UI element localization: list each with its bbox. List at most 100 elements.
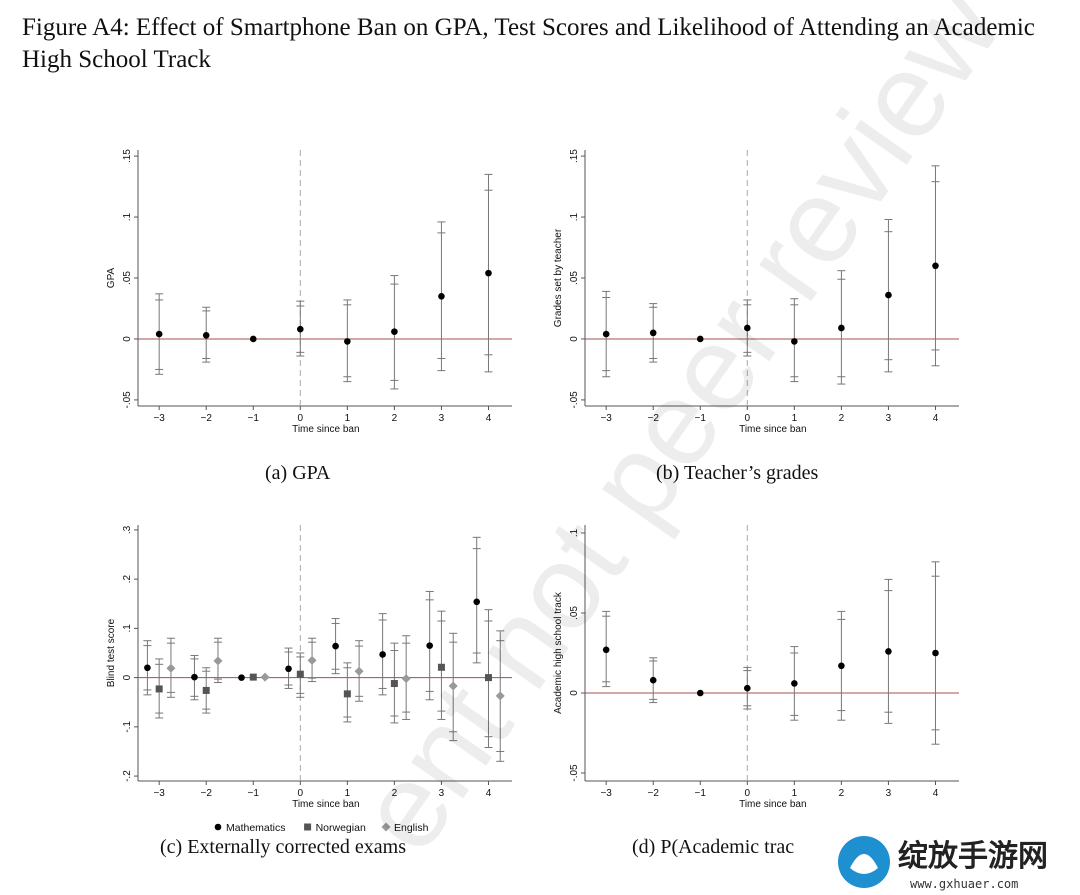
x-tick-label: 0 xyxy=(745,788,751,799)
x-tick-label: 4 xyxy=(933,413,939,424)
y-axis-title: GPA xyxy=(106,267,117,288)
x-axis-title: Time since ban xyxy=(739,424,806,435)
x-tick-label: −3 xyxy=(600,413,612,424)
caption-panel-c: (c) Externally corrected exams xyxy=(160,836,406,858)
y-tick-label: .05 xyxy=(569,271,580,285)
x-tick-label: −1 xyxy=(695,413,707,424)
x-tick-label: −3 xyxy=(600,788,612,799)
y-tick-label: .2 xyxy=(122,575,133,584)
x-tick-label: 2 xyxy=(839,788,845,799)
point-estimate-marker xyxy=(343,690,351,698)
logo-url: www.gxhuaer.com xyxy=(910,877,1018,891)
y-tick-label: .05 xyxy=(569,606,580,620)
point-estimate-marker xyxy=(932,649,939,657)
point-estimate-marker xyxy=(649,676,657,684)
point-estimate-marker xyxy=(249,335,257,343)
point-estimate-marker xyxy=(354,666,364,676)
x-tick-label: −3 xyxy=(153,788,165,799)
x-tick-label: 0 xyxy=(745,413,751,424)
chart-academic-track: -.05 0 .05 .1 −3 −2 −1 0 1 2 3 4 Time since ban Acade… xyxy=(553,525,959,810)
point-estimate-marker xyxy=(885,648,892,655)
point-estimate-marker xyxy=(191,673,198,681)
site-logo: 绽放手游网 www.gxhuaer.com xyxy=(832,828,1080,895)
point-estimate-marker xyxy=(238,674,245,681)
point-estimate-marker xyxy=(744,324,751,332)
x-tick-label: 2 xyxy=(392,788,398,799)
y-tick-label: -.05 xyxy=(569,764,580,782)
point-estimate-marker xyxy=(649,329,657,337)
caption-panel-d: (d) P(Academic trac xyxy=(632,836,795,858)
x-tick-label: 1 xyxy=(792,788,798,799)
y-tick-label: -.2 xyxy=(122,770,133,782)
point-estimate-marker xyxy=(437,663,445,671)
y-tick-label: 0 xyxy=(569,690,580,696)
point-estimate-marker xyxy=(602,330,610,338)
point-estimate-marker xyxy=(332,642,339,650)
x-tick-label: 3 xyxy=(886,788,892,799)
x-tick-label: 4 xyxy=(486,788,492,799)
legend-marker xyxy=(304,823,312,831)
point-estimate-marker xyxy=(297,325,304,333)
point-estimate-marker xyxy=(791,338,798,345)
chart-teacher-grades: -.05 0 .05 .1 .15 −3 −2 −1 0 1 2 3 4 Time since ban Gr… xyxy=(553,149,959,435)
y-tick-label: .15 xyxy=(569,149,580,163)
point-estimate-marker xyxy=(602,646,610,654)
y-tick-label: 0 xyxy=(569,336,580,342)
logo-text: 绽放手游网 xyxy=(898,839,1048,874)
x-tick-label: −2 xyxy=(648,413,660,424)
x-tick-label: 4 xyxy=(933,788,939,799)
y-tick-label: 0 xyxy=(122,336,133,342)
y-tick-label: .1 xyxy=(122,212,133,221)
point-estimate-marker xyxy=(484,674,492,682)
y-tick-label: .3 xyxy=(122,525,133,534)
chart-panel-academic-track: -.05 0 .05 .1 −3 −2 −1 0 1 2 3 4 Time since ban Acade… xyxy=(547,515,977,815)
logo-squid-icon xyxy=(850,854,878,874)
y-axis-title: Academic high school track xyxy=(553,591,564,714)
chart-blind-test: -.2 -.1 0 .1 .2 .3 −3 −2 −1 0 1 2 3 4 Time since ban Bl… xyxy=(106,525,512,834)
x-tick-label: −1 xyxy=(248,413,260,424)
point-estimate-marker xyxy=(379,651,386,658)
x-tick-label: −2 xyxy=(648,788,660,799)
x-tick-label: 1 xyxy=(345,413,351,424)
chart-panel-gpa: -.05 0 .05 .1 .15 −3 −2 −1 0 1 2 3 4 Time since ban GP… xyxy=(100,140,530,440)
chart-panel-blind-test: -.2 -.1 0 .1 .2 .3 −3 −2 −1 0 1 2 3 4 Time since ban Bl… xyxy=(100,515,530,834)
point-estimate-marker xyxy=(696,335,704,343)
x-tick-label: −1 xyxy=(248,788,260,799)
x-tick-label: 2 xyxy=(392,413,398,424)
point-estimate-marker xyxy=(202,686,210,694)
point-estimate-marker xyxy=(344,338,351,345)
y-tick-label: .1 xyxy=(569,528,580,537)
x-tick-label: −1 xyxy=(695,788,707,799)
y-tick-label: -.05 xyxy=(569,391,580,409)
legend-label: Norwegian xyxy=(316,822,366,834)
y-tick-label: 0 xyxy=(122,674,133,680)
point-estimate-marker xyxy=(155,685,163,693)
x-tick-label: 3 xyxy=(439,788,445,799)
y-tick-label: .1 xyxy=(122,624,133,633)
legend-label: Mathematics xyxy=(226,822,286,834)
x-tick-label: −3 xyxy=(153,413,165,424)
point-estimate-marker xyxy=(932,262,939,270)
y-axis-title: Grades set by teacher xyxy=(553,228,564,327)
caption-panel-a: (a) GPA xyxy=(265,462,331,484)
point-estimate-marker xyxy=(485,269,492,277)
point-estimate-marker xyxy=(155,330,163,338)
point-estimate-marker xyxy=(307,655,317,665)
x-axis-title: Time since ban xyxy=(739,799,806,810)
point-estimate-marker xyxy=(438,292,445,300)
x-tick-label: 0 xyxy=(298,788,304,799)
x-axis-title: Time since ban xyxy=(292,799,359,810)
x-tick-label: 1 xyxy=(345,788,351,799)
point-estimate-marker xyxy=(166,663,176,673)
point-estimate-marker xyxy=(838,324,845,332)
x-axis-title: Time since ban xyxy=(292,424,359,435)
chart-gpa: -.05 0 .05 .1 .15 −3 −2 −1 0 1 2 3 4 Time since ban GP… xyxy=(106,149,512,435)
point-estimate-marker xyxy=(448,681,458,691)
y-tick-label: -.05 xyxy=(122,391,133,409)
chart-panel-teacher-grades: -.05 0 .05 .1 .15 −3 −2 −1 0 1 2 3 4 Time since ban Gr… xyxy=(547,140,977,440)
point-estimate-marker xyxy=(213,656,223,666)
point-estimate-marker xyxy=(249,673,257,681)
figure-title: Figure A4: Effect of Smartphone Ban on G… xyxy=(22,14,1035,73)
point-estimate-marker xyxy=(260,672,270,682)
point-estimate-marker xyxy=(202,331,210,339)
